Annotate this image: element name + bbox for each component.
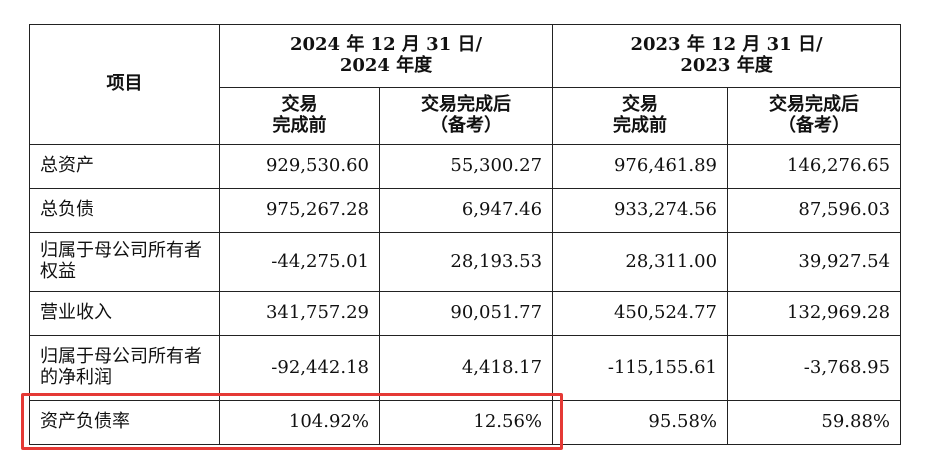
cell-value: -44,275.01 [219, 232, 380, 292]
cell-value: -3,768.95 [727, 335, 902, 401]
cell-value: 28,193.53 [378, 232, 554, 292]
cell-value: 6,947.46 [378, 188, 554, 233]
cell-value: 933,274.56 [552, 188, 729, 233]
cell-value: 39,927.54 [727, 232, 902, 292]
row-label: 总负债 [29, 188, 220, 233]
cell-value: -115,155.61 [552, 335, 729, 401]
after-2023-header: 交易完成后 （备考） [727, 87, 902, 145]
before-2023-header: 交易 完成前 [552, 87, 729, 145]
table-row: 总负债 975,267.28 6,947.46 933,274.56 87,59… [29, 188, 902, 233]
cell-value: 341,757.29 [219, 291, 380, 336]
cell-value: 450,524.77 [552, 291, 729, 336]
period-2024-header: 2024 年 12 月 31 日/2024 年度 [218, 24, 554, 88]
cell-value: 59.88% [727, 400, 902, 445]
cell-value: 95.58% [552, 400, 729, 445]
row-label: 归属于母公司所有者的净利润 [29, 335, 220, 401]
before-2024-header: 交易 完成前 [219, 87, 380, 145]
table-row: 归属于母公司所有者权益 -44,275.01 28,193.53 28,311.… [29, 232, 902, 292]
financial-comparison-table: 项目 2024 年 12 月 31 日/2024 年度 2023 年 12 月 … [29, 24, 902, 445]
row-label: 营业收入 [29, 291, 220, 336]
row-label: 归属于母公司所有者权益 [29, 232, 220, 292]
cell-value: 975,267.28 [219, 188, 380, 233]
item-header: 项目 [29, 24, 220, 145]
row-label: 资产负债率 [29, 400, 220, 445]
after-2024-header: 交易完成后 （备考） [378, 87, 554, 145]
cell-value: 28,311.00 [552, 232, 729, 292]
cell-value: 55,300.27 [378, 144, 554, 189]
cell-value: 90,051.77 [378, 291, 554, 336]
cell-value: 146,276.65 [727, 144, 902, 189]
cell-value: 132,969.28 [727, 291, 902, 336]
cell-value: 976,461.89 [552, 144, 729, 189]
cell-value: 12.56% [378, 400, 554, 445]
table-row: 总资产 929,530.60 55,300.27 976,461.89 146,… [29, 144, 902, 189]
table-row: 资产负债率 104.92% 12.56% 95.58% 59.88% [29, 400, 902, 445]
cell-value: -92,442.18 [219, 335, 380, 401]
cell-value: 104.92% [219, 400, 380, 445]
cell-value: 4,418.17 [378, 335, 554, 401]
period-2023-header: 2023 年 12 月 31 日/2023 年度 [552, 24, 902, 88]
row-label: 总资产 [29, 144, 220, 189]
table-row: 归属于母公司所有者的净利润 -92,442.18 4,418.17 -115,1… [29, 335, 902, 401]
table-row: 营业收入 341,757.29 90,051.77 450,524.77 132… [29, 291, 902, 336]
faint-header-text [826, 6, 882, 23]
cell-value: 87,596.03 [727, 188, 902, 233]
cell-value: 929,530.60 [219, 144, 380, 189]
